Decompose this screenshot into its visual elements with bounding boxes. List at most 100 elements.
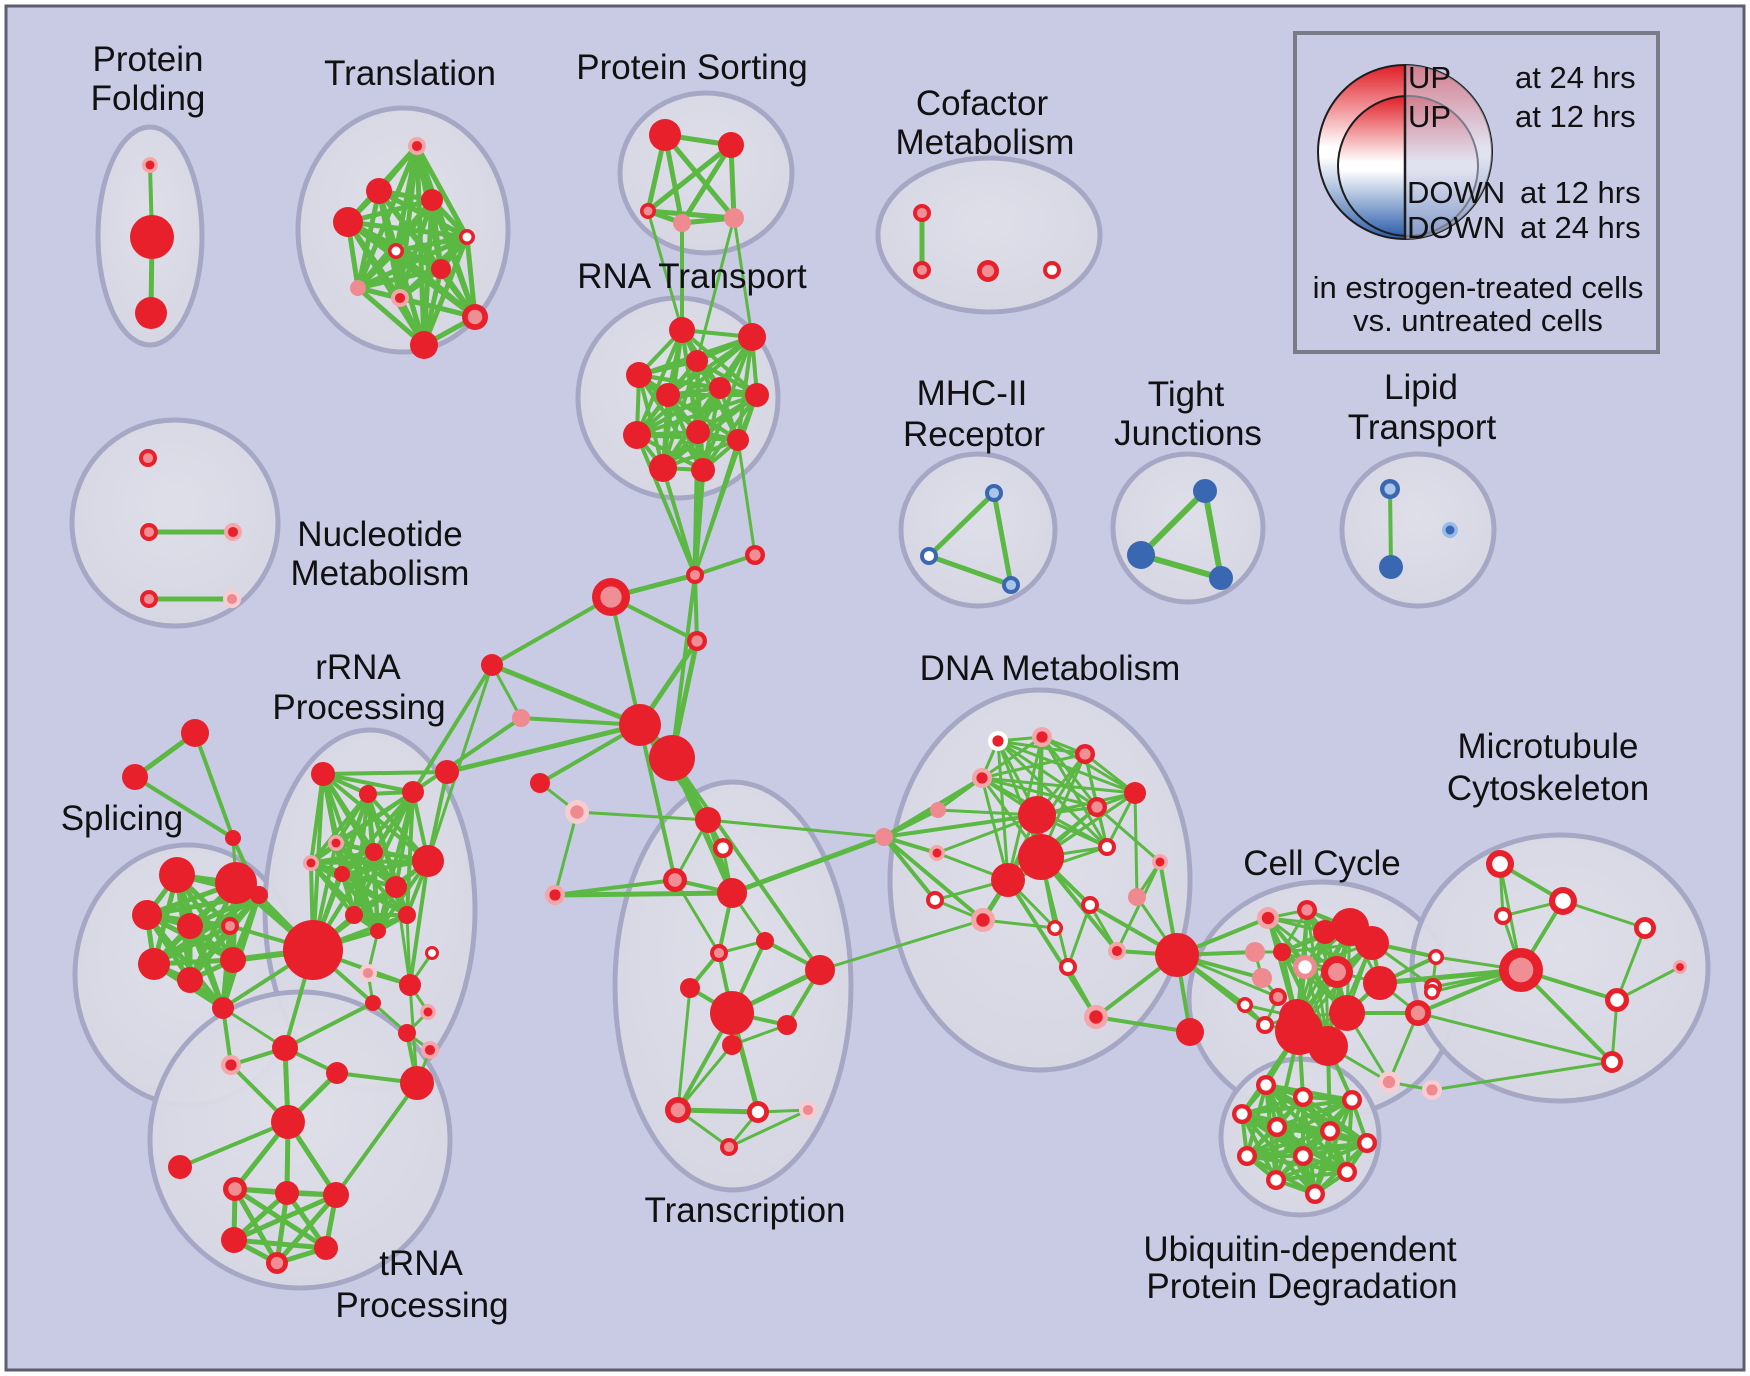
node-cc19	[1405, 1000, 1431, 1026]
node-sl6	[177, 967, 203, 993]
node-rr16	[365, 995, 381, 1011]
node-dn15	[1081, 896, 1099, 914]
node-dn6	[929, 845, 945, 861]
node-sl4	[221, 917, 239, 935]
edge	[635, 433, 697, 577]
node-tr10	[410, 331, 438, 359]
edge	[408, 859, 430, 987]
edge	[1305, 908, 1330, 1048]
node-dn20	[1059, 958, 1077, 976]
edge	[345, 219, 470, 240]
node-lt1	[1442, 522, 1458, 538]
module-label: Cell Cycle	[1243, 844, 1401, 883]
node-hub1	[649, 735, 695, 781]
node-tj1	[1127, 541, 1155, 569]
edge	[637, 373, 665, 470]
module-label: Folding	[91, 79, 206, 118]
node-pf0	[142, 157, 158, 173]
node-xx0	[1378, 1071, 1400, 1093]
edge	[355, 248, 399, 291]
node-rt4	[709, 377, 731, 399]
module-label: Metabolism	[291, 554, 470, 593]
edge	[980, 752, 1087, 780]
edge	[882, 835, 985, 922]
edge	[444, 722, 643, 775]
node-xx1	[1422, 1080, 1442, 1100]
edge	[882, 808, 940, 839]
node-rt9	[727, 429, 749, 451]
node-mh1	[920, 547, 938, 565]
node-rr0	[283, 920, 343, 980]
node-ub1	[1293, 1087, 1313, 1107]
node-nm3	[140, 590, 158, 608]
node-tn10	[266, 1252, 288, 1274]
edge	[609, 595, 642, 727]
edge	[676, 1043, 734, 1112]
node-dn22	[1176, 1018, 1204, 1046]
node-sl0	[159, 857, 195, 893]
edge	[980, 776, 1010, 882]
node-dn13	[1152, 854, 1168, 870]
node-nm4	[223, 590, 241, 608]
node-dn0	[988, 731, 1008, 751]
node-ub7	[1237, 1146, 1257, 1166]
node-mh2	[1002, 576, 1020, 594]
legend-time-3: at 24 hrs	[1520, 210, 1641, 245]
node-dn10	[1087, 797, 1107, 817]
node-tc0	[695, 807, 721, 833]
edge	[553, 810, 579, 897]
node-rr10	[345, 906, 363, 924]
edge	[692, 467, 706, 578]
node-tr4	[459, 229, 475, 245]
node-ps1	[718, 132, 744, 158]
node-rr4	[328, 835, 344, 851]
edge	[394, 885, 412, 987]
edge	[193, 731, 235, 840]
node-tr2	[421, 189, 443, 211]
edge	[1388, 487, 1393, 569]
node-mt0	[1486, 850, 1514, 878]
module-label: Ubiquitin-dependent	[1143, 1230, 1457, 1269]
node-sp0	[686, 566, 704, 584]
node-dn7	[1018, 796, 1056, 834]
node-rt7	[623, 421, 651, 449]
node-mt2	[1494, 907, 1512, 925]
node-tn1	[272, 1035, 298, 1061]
edge	[1416, 1011, 1614, 1064]
node-mt8	[1673, 960, 1687, 974]
edge	[151, 892, 262, 967]
edge	[426, 663, 494, 863]
node-tc10	[722, 1035, 742, 1055]
node-rr11	[398, 906, 416, 924]
node-tj0	[1193, 479, 1217, 503]
edge	[489, 662, 643, 728]
node-cc12	[1256, 1016, 1274, 1034]
module-label: Junctions	[1114, 414, 1262, 453]
edge	[661, 466, 697, 577]
edge	[673, 878, 721, 955]
node-ub4	[1267, 1117, 1287, 1137]
node-tc3	[717, 878, 747, 908]
node-cb2	[435, 760, 459, 784]
node-tr0	[408, 137, 426, 155]
edge	[706, 818, 886, 839]
edge	[231, 1192, 339, 1243]
edge	[1040, 735, 1109, 849]
network-nodes	[122, 119, 1687, 1274]
edge	[283, 1001, 375, 1050]
node-dn18	[1047, 920, 1063, 936]
edge	[405, 913, 412, 987]
edge	[818, 918, 985, 972]
node-tr1	[366, 178, 392, 204]
node-rr17	[420, 1004, 436, 1020]
edge	[991, 490, 1014, 588]
module-label: tRNA	[379, 1244, 463, 1283]
edge	[926, 490, 997, 559]
node-mt4	[1499, 948, 1543, 992]
module-label: MHC-II	[917, 374, 1028, 413]
edge	[670, 756, 822, 972]
module-microtubule-cytoskeleton	[1409, 832, 1711, 1104]
node-tn6	[275, 1181, 299, 1205]
node-dn17	[971, 908, 995, 932]
